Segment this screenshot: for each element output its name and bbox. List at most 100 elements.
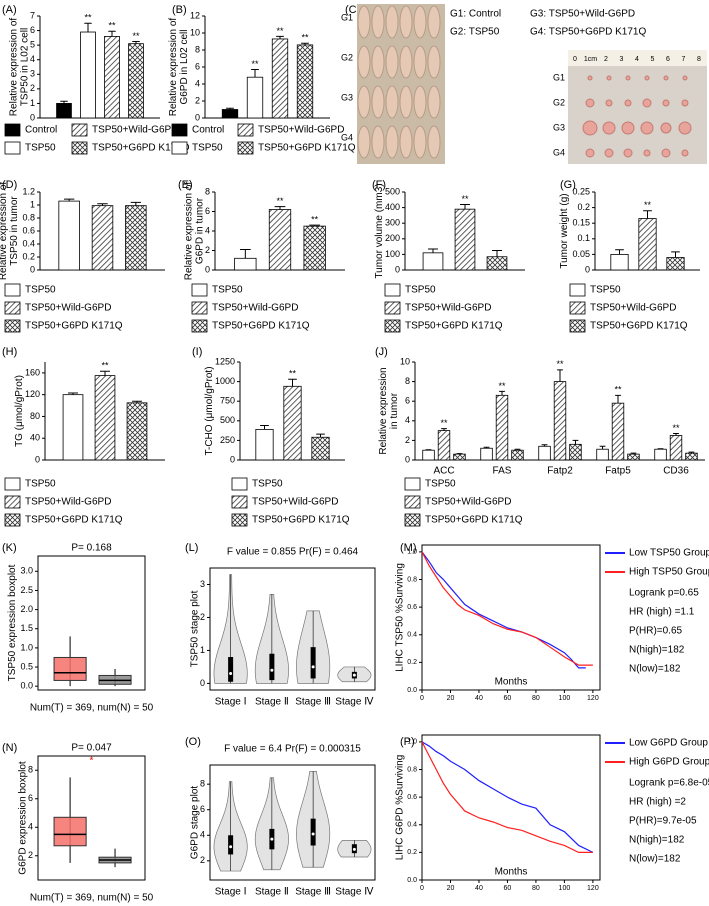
y-tick-label: 6 bbox=[205, 206, 210, 216]
tumor bbox=[642, 98, 652, 108]
legend-swatch bbox=[237, 123, 254, 137]
x-tick-label: 100 bbox=[559, 695, 571, 702]
mouse bbox=[385, 85, 399, 119]
tumor bbox=[661, 148, 671, 158]
bar bbox=[685, 452, 698, 461]
y-tick-label: 0 bbox=[395, 264, 400, 274]
tumor bbox=[625, 75, 631, 81]
box bbox=[228, 835, 234, 855]
legend-label: Low TSP50 Group bbox=[629, 548, 709, 559]
y-tick-label: 0.2 bbox=[22, 251, 35, 261]
group-legend: G3: TSP50+Wild-G6PD bbox=[530, 9, 635, 20]
y-tick-label: 2.5 bbox=[20, 585, 33, 595]
y-tick-label: 0.0 bbox=[407, 687, 417, 694]
x-tick-label: 60 bbox=[504, 695, 512, 702]
error-bar bbox=[441, 428, 447, 431]
y-tick-label: 0.0 bbox=[20, 681, 33, 691]
y-tick-label: 8 bbox=[405, 376, 410, 386]
y-axis-label: TSP50 in L02 cell bbox=[19, 28, 30, 106]
tumor-group-label: G4 bbox=[553, 147, 565, 157]
tumor bbox=[681, 149, 689, 157]
bar bbox=[596, 448, 609, 461]
bar bbox=[486, 256, 508, 271]
y-axis-label: TSP50 expression boxplot bbox=[7, 564, 18, 681]
error-bar bbox=[60, 100, 68, 104]
mouse bbox=[399, 85, 413, 119]
error-bar bbox=[132, 400, 142, 403]
mouse bbox=[371, 45, 385, 79]
panel-label: (G) bbox=[560, 179, 576, 191]
significance: ** bbox=[251, 59, 259, 69]
tumor bbox=[605, 99, 613, 107]
tumor bbox=[587, 75, 593, 81]
legend-swatch bbox=[237, 141, 254, 155]
y-tick-label: 6 bbox=[195, 61, 200, 71]
panel-label: (M) bbox=[400, 542, 417, 554]
bar bbox=[271, 38, 289, 119]
y-axis-label: in tumor bbox=[389, 392, 400, 429]
error-bar bbox=[301, 42, 309, 45]
error-bar bbox=[514, 448, 521, 451]
tumor bbox=[682, 75, 688, 81]
x-tick-label: 20 bbox=[447, 695, 455, 702]
bar bbox=[246, 76, 264, 119]
legend-label: TSP50+Wild-G6PD bbox=[405, 303, 491, 314]
mouse bbox=[399, 125, 413, 159]
tumor bbox=[678, 121, 692, 135]
survival-curve bbox=[421, 741, 594, 853]
bar bbox=[627, 453, 640, 461]
legend-swatch bbox=[4, 495, 21, 509]
tumor-group-label: G1 bbox=[553, 72, 565, 82]
y-tick-label: 400 bbox=[385, 202, 400, 212]
plot-frame bbox=[421, 544, 601, 691]
y-tick-label: 250 bbox=[220, 435, 235, 445]
x-tick-label: FAS bbox=[493, 466, 512, 477]
error-bar bbox=[251, 69, 259, 78]
box bbox=[269, 653, 275, 681]
y-tick-label: 120 bbox=[25, 389, 40, 399]
y-tick-label: 0 bbox=[30, 112, 35, 122]
y-tick-label: 0.1 bbox=[577, 233, 590, 243]
mouse bbox=[427, 5, 441, 39]
legend-label: TSP50+Wild-G6PD bbox=[425, 497, 511, 508]
tumor bbox=[660, 122, 672, 134]
y-tick-label: 0 bbox=[230, 454, 235, 464]
error-bar bbox=[132, 41, 140, 44]
legend-label: TSP50+G6PD K171Q bbox=[212, 321, 310, 332]
legend-swatch bbox=[231, 477, 248, 491]
bar bbox=[454, 208, 476, 271]
bar bbox=[654, 448, 667, 461]
chart-title: P= 0.168 bbox=[71, 543, 112, 554]
significance: * bbox=[90, 756, 94, 767]
legend-label: Low G6PD Group bbox=[629, 738, 708, 749]
plot-frame bbox=[209, 567, 376, 691]
legend-label: TSP50 bbox=[25, 479, 56, 490]
bar bbox=[91, 205, 114, 271]
panel-label: (L) bbox=[185, 542, 198, 554]
mouse bbox=[413, 45, 427, 79]
y-tick-label: 0 bbox=[205, 264, 210, 274]
tumor bbox=[582, 120, 598, 136]
box bbox=[53, 816, 87, 847]
legend-label: TSP50 bbox=[425, 479, 456, 490]
median bbox=[352, 847, 356, 851]
legend-label: TSP50+G6PD K171Q bbox=[92, 143, 190, 154]
x-tick-label: Stage Ⅰ bbox=[215, 697, 247, 708]
median bbox=[229, 672, 233, 676]
y-tick-label: 8 bbox=[200, 779, 205, 789]
bar bbox=[511, 449, 524, 461]
y-tick-label: 2 bbox=[405, 435, 410, 445]
bar bbox=[311, 436, 330, 461]
bar bbox=[669, 435, 683, 461]
legend-label: TSP50 bbox=[25, 285, 56, 296]
legend-label: TSP50+G6PD K171Q bbox=[25, 321, 123, 332]
tumor-group-label: G3 bbox=[553, 122, 565, 132]
legend-label: TSP50 bbox=[192, 143, 223, 154]
error-bar bbox=[316, 433, 325, 438]
legend-label: High G6PD Group bbox=[629, 757, 709, 768]
significance: ** bbox=[461, 194, 469, 204]
legend-swatch bbox=[384, 301, 401, 315]
y-tick-label: 10 bbox=[190, 27, 200, 37]
legend-swatch bbox=[171, 123, 188, 137]
y-axis-label: TG (μmol/gProt) bbox=[14, 375, 25, 447]
